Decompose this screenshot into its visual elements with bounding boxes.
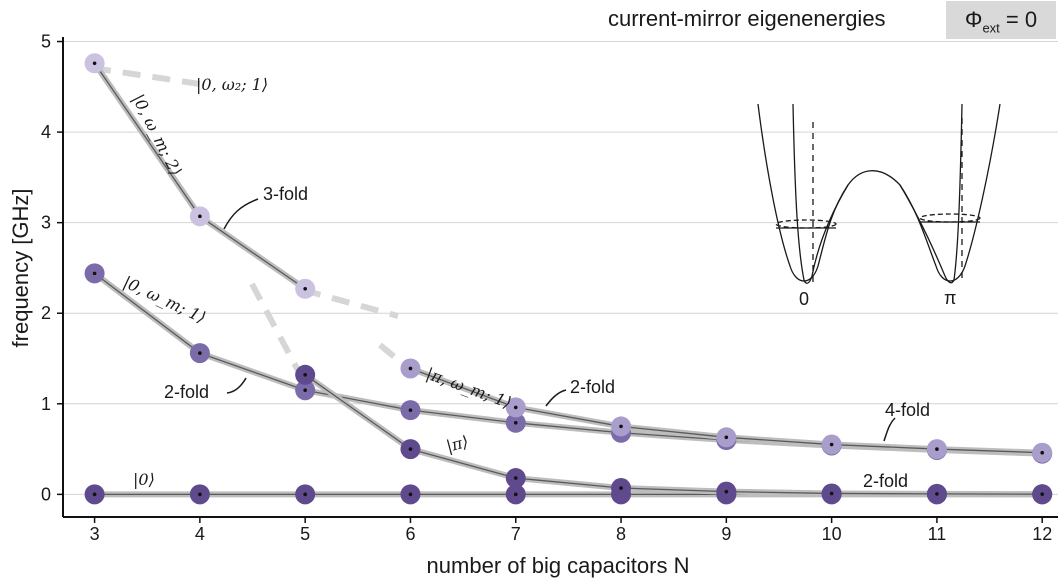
data-point-center — [1040, 492, 1045, 496]
y-tick-label: 4 — [41, 122, 51, 142]
x-tick-label: 3 — [90, 524, 100, 544]
y-tick-label: 2 — [41, 303, 51, 323]
data-point-center — [198, 214, 202, 219]
data-point-center — [92, 492, 97, 497]
data-point-center — [829, 491, 834, 496]
data-point-center — [513, 476, 518, 480]
data-point-center — [408, 408, 413, 412]
dashed-guide-top — [92, 65, 201, 87]
data-point-center — [198, 351, 202, 355]
annotation-2-fold-left: 2-fold — [164, 382, 209, 402]
series-group — [84, 53, 1053, 505]
y-tick-label: 0 — [41, 484, 51, 504]
data-point-center — [724, 435, 729, 440]
y-tick-label: 1 — [41, 394, 51, 414]
x-tick-label: 4 — [195, 524, 205, 544]
leader-3-fold — [223, 198, 259, 230]
data-point-center — [513, 421, 518, 425]
inset-label-pi: π — [944, 288, 956, 308]
flux-subscript: ext — [982, 20, 1000, 36]
data-point-center — [935, 447, 939, 451]
annotation-ket-omega2: |0, ω₂; 1⟩ — [196, 75, 268, 94]
data-point-center — [829, 442, 834, 447]
series-label-pi-wm-1: |π, ω_m; 1⟩ — [424, 364, 514, 412]
y-tick-label: 5 — [41, 32, 51, 52]
data-point-center — [303, 492, 307, 497]
series-label-0: |0⟩ — [133, 470, 155, 489]
x-tick-label: 11 — [928, 524, 947, 544]
series-label-pi: |π⟩ — [444, 432, 470, 456]
axes — [57, 37, 1058, 523]
data-point-center — [303, 286, 307, 291]
potential-curve-inner-right — [899, 103, 963, 284]
potential-curve-outer — [757, 103, 1001, 282]
x-tick-label: 12 — [1032, 524, 1052, 544]
flux-badge: Φext = 0 — [946, 1, 1056, 39]
data-point-center — [408, 366, 413, 371]
data-point-center — [1040, 450, 1045, 455]
flux-symbol: Φ — [964, 7, 983, 32]
x-tick-label: 9 — [721, 524, 731, 544]
annotation-2-fold-right: 2-fold — [570, 377, 615, 397]
series-band — [92, 61, 307, 292]
data-point-center — [408, 492, 413, 497]
level-ellipse-right — [919, 213, 981, 223]
data-point-center — [198, 492, 202, 497]
x-tick-label: 8 — [616, 524, 626, 544]
data-point-center — [935, 492, 939, 496]
y-axis-label: frequency [GHz] — [8, 189, 33, 348]
x-tick-label: 5 — [300, 524, 310, 544]
dashed-guide-right-a — [302, 287, 399, 319]
y-tick-label: 3 — [41, 213, 51, 233]
data-point-center — [724, 489, 729, 494]
x-tick-label: 7 — [511, 524, 521, 544]
x-tick-label: 6 — [405, 524, 415, 544]
series-label-0-wm-2: |0, ω_m; 2⟩ — [128, 91, 185, 179]
level-ellipse-left — [775, 219, 837, 229]
annotation-4-fold: 4-fold — [885, 400, 930, 420]
series-line — [304, 374, 1043, 495]
flux-value: = 0 — [999, 7, 1038, 32]
data-point-center — [303, 388, 307, 393]
chart-title: current-mirror eigenenergies — [608, 6, 886, 31]
data-point-center — [619, 424, 623, 429]
leader-4-fold — [883, 417, 896, 442]
data-point-center — [92, 271, 97, 276]
x-axis-label: number of big capacitors N — [427, 553, 690, 578]
inset-label-0: 0 — [799, 289, 809, 309]
potential-curve-inner-left — [792, 103, 849, 284]
data-point-center — [408, 447, 413, 451]
data-point-center — [513, 405, 518, 410]
leader-2-fold-right — [545, 389, 567, 407]
data-point-center — [619, 486, 623, 490]
data-point-center — [303, 373, 307, 377]
data-point-center — [92, 61, 97, 66]
series-line — [94, 62, 306, 290]
annotation-2-fold-bottom: 2-fold — [863, 471, 908, 491]
annotation-3-fold: 3-fold — [263, 184, 308, 204]
leader-2-fold-left — [226, 377, 247, 394]
series-band — [92, 270, 1043, 457]
dashed-guide-mid — [249, 282, 305, 380]
x-tick-label: 10 — [822, 524, 842, 544]
potential-inset — [757, 103, 1001, 284]
data-point-center — [513, 492, 518, 497]
